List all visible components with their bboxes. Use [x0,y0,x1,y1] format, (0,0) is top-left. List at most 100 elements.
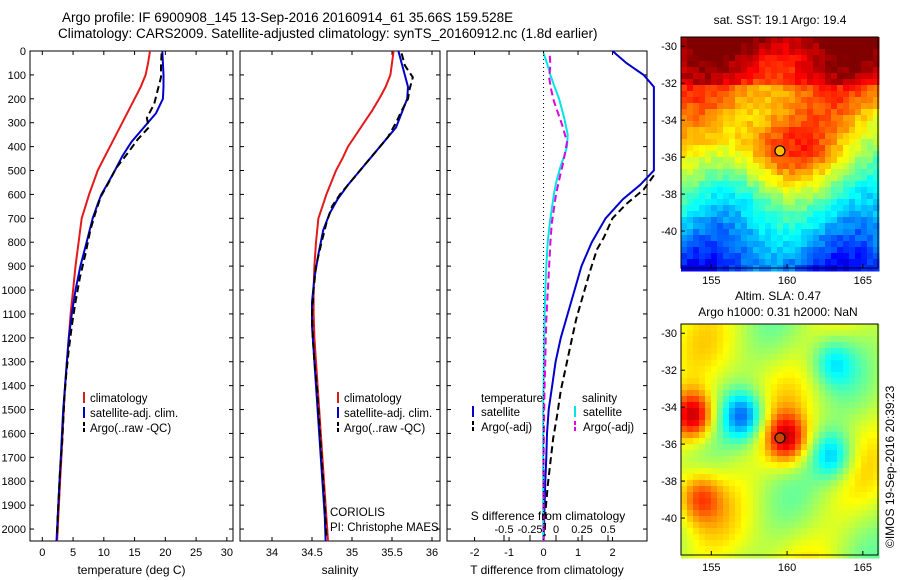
map-cell [747,330,754,337]
map-cell [873,354,880,361]
map-cell [837,97,844,104]
map-cell [861,211,868,218]
map-cell [819,85,826,92]
map-cell [699,468,706,475]
map-cell [681,426,688,433]
map-cell [819,402,826,409]
map-cell [861,534,868,541]
sst-map-title: sat. SST: 19.1 Argo: 19.4 [714,13,847,27]
map-cell [723,546,730,553]
map-cell [849,486,856,493]
map-cell [693,103,700,110]
map-cell [771,390,778,397]
map-cell [807,420,814,427]
map-cell [759,510,766,517]
map-cell [699,109,706,116]
map-cell [867,402,874,409]
map-cell [765,540,772,547]
map-cell [723,432,730,439]
map-cell [825,229,832,236]
map-cell [747,396,754,403]
map-cell [789,37,796,44]
map-cell [711,61,718,68]
map-cell [789,91,796,98]
map-cell [873,480,880,487]
map-cell [813,79,820,86]
map-cell [813,450,820,457]
map-cell [837,163,844,170]
map-cell [717,163,724,170]
map-cell [789,55,796,62]
map-cell [867,229,874,236]
map-cell [753,127,760,134]
map-cell [813,516,820,523]
map-cell [759,103,766,110]
map-cell [705,354,712,361]
map-cell [843,67,850,74]
map-cell [699,181,706,188]
map-cell [849,127,856,134]
map-cell [837,456,844,463]
map-cell [825,438,832,445]
map-cell [765,259,772,266]
map-cell [729,79,736,86]
map-cell [735,324,742,331]
map-cell [849,402,856,409]
map-cell [723,151,730,158]
map-cell [741,432,748,439]
map-cell [861,456,868,463]
map-cell [819,127,826,134]
map-cell [855,229,862,236]
map-cell [729,193,736,200]
map-cell [861,432,868,439]
map-cell [837,61,844,68]
map-cell [807,498,814,505]
map-cell [699,432,706,439]
map-cell [855,139,862,146]
map-cell [723,181,730,188]
map-cell [735,211,742,218]
map-ytick-label: -36 [661,439,677,451]
map-cell [771,145,778,152]
map-cell [825,492,832,499]
map-cell [681,504,688,511]
map-cell [801,492,808,499]
map-cell [717,528,724,535]
map-cell [813,55,820,62]
map-cell [735,540,742,547]
map-cell [699,522,706,529]
map-cell [861,109,868,116]
map-cell [753,444,760,451]
map-cell [681,145,688,152]
map-cell [753,199,760,206]
map-cell [771,396,778,403]
map-cell [741,354,748,361]
map-cell [693,61,700,68]
map-cell [699,342,706,349]
map-cell [837,474,844,481]
map-cell [693,390,700,397]
map-cell [753,342,760,349]
map-cell [717,438,724,445]
map-cell [795,37,802,44]
map-cell [699,498,706,505]
map-cell [867,187,874,194]
series-line-argo-raw-qc- [310,53,414,537]
map-cell [753,229,760,236]
map-cell [873,79,880,86]
map-cell [837,390,844,397]
map-cell [735,390,742,397]
map-cell [855,354,862,361]
map-cell [801,414,808,421]
map-cell [741,438,748,445]
map-cell [765,91,772,98]
legend-salinity-title: salinity [582,393,617,405]
map-cell [687,145,694,152]
map-cell [705,510,712,517]
map-cell [711,492,718,499]
map-cell [807,408,814,415]
map-cell [741,175,748,182]
map-cell [807,336,814,343]
map-cell [729,366,736,373]
map-cell [699,211,706,218]
